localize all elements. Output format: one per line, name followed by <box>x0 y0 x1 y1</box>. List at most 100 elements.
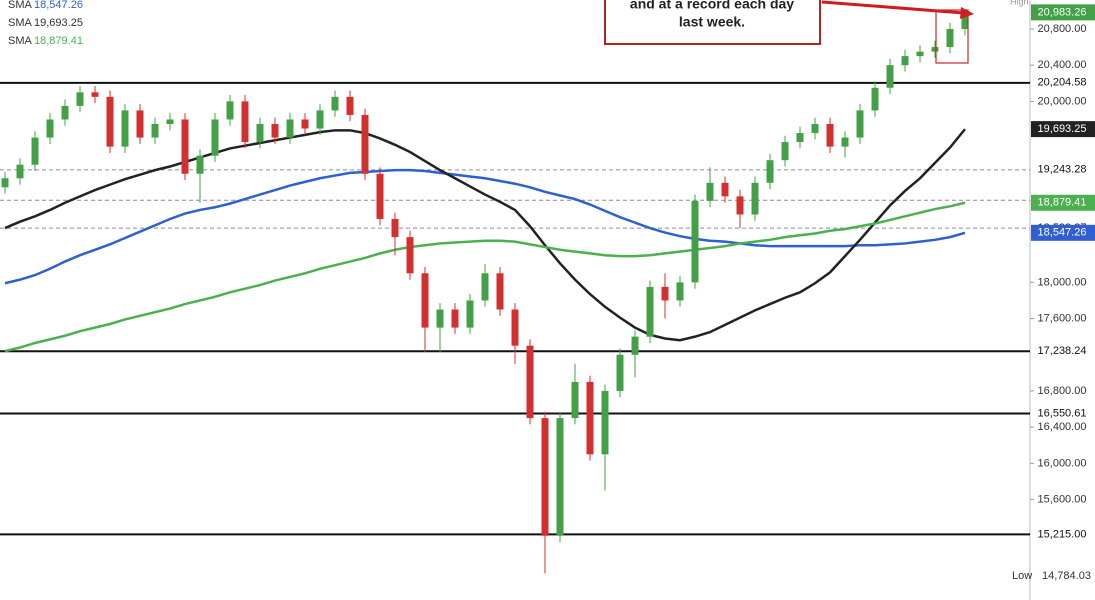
y-tick-label: 20,800.00 <box>1038 23 1087 35</box>
level-label-bg <box>1031 74 1095 91</box>
y-tick-label: 18,000.00 <box>1038 276 1087 288</box>
candle-body <box>511 309 519 346</box>
sma-price-label: 19,693.25 <box>1038 123 1087 135</box>
candle-body <box>856 110 864 138</box>
candle-body <box>151 123 159 138</box>
candle-body <box>331 96 339 111</box>
candle-body <box>946 28 954 48</box>
high-label: High <box>1010 0 1029 6</box>
sma-price-box <box>1031 194 1095 211</box>
highlight-box <box>935 9 969 64</box>
candle-body <box>691 200 699 283</box>
candle-body <box>721 182 729 197</box>
candle-body <box>826 123 834 147</box>
y-tick-label: 15,600.00 <box>1038 493 1087 505</box>
sma-line <box>4 168 966 285</box>
candle-body <box>121 110 129 147</box>
candle-body <box>571 381 579 419</box>
candle-body <box>871 87 879 111</box>
candle-body <box>661 286 669 301</box>
level-label: 20,204.58 <box>1038 77 1087 89</box>
candle-body <box>526 345 534 419</box>
candle-body <box>16 164 24 179</box>
last-price-box <box>1031 4 1095 21</box>
candle-body <box>301 119 309 129</box>
candle-body <box>736 196 744 215</box>
candle-body <box>751 182 759 215</box>
level-label-bg <box>1031 405 1095 422</box>
candle-body <box>916 51 924 57</box>
candle-body <box>601 390 609 455</box>
annotation-text: last week. <box>679 14 745 30</box>
candle-body <box>766 160 774 183</box>
level-label: 16,550.61 <box>1038 407 1087 419</box>
candle-body <box>781 142 789 161</box>
level-label: 19,243.28 <box>1038 164 1087 176</box>
candle-body <box>181 119 189 174</box>
candle-body <box>646 286 654 337</box>
candle-body <box>496 273 504 310</box>
candle-body <box>316 110 324 129</box>
level-label-bg <box>1031 161 1095 178</box>
legend-name: SMA <box>8 17 33 29</box>
candle-body <box>676 282 684 301</box>
legend-name: SMA <box>8 0 33 11</box>
candle-body <box>406 237 414 274</box>
candle-body <box>391 219 399 238</box>
candle-body <box>586 381 594 455</box>
candle-body <box>361 114 369 174</box>
candle-body <box>211 119 219 156</box>
level-label: 15,215.00 <box>1038 528 1087 540</box>
candle-body <box>616 354 624 391</box>
level-label-bg <box>1031 526 1095 543</box>
candle-body <box>271 123 279 138</box>
legend-value: 18,547.26 <box>34 0 83 11</box>
candle-body <box>931 47 939 52</box>
candle-body <box>901 56 909 66</box>
candle-body <box>556 418 564 536</box>
sma-line <box>4 201 966 353</box>
sma-price-box <box>1031 121 1095 138</box>
candle-body <box>241 101 249 143</box>
candle-body <box>166 119 174 124</box>
candle-body <box>46 119 54 138</box>
last-price-label: 20,983.26 <box>1038 6 1087 18</box>
candle-body <box>841 137 849 147</box>
candle-body <box>811 123 819 134</box>
y-tick-label: 17,600.00 <box>1038 312 1087 324</box>
level-label-bg <box>1031 343 1095 360</box>
low-label: Low <box>1012 570 1032 582</box>
candle-body <box>76 92 84 106</box>
candle-body <box>1 178 9 188</box>
candle-body <box>796 133 804 143</box>
candle-body <box>451 309 459 328</box>
candle-body <box>886 65 894 88</box>
y-tick-label: 16,400.00 <box>1038 421 1087 433</box>
sma-price-label: 18,879.41 <box>1038 197 1087 209</box>
candle-body <box>436 309 444 328</box>
annotation-text: and at a record each day <box>630 0 794 12</box>
annotation-box <box>604 0 821 45</box>
candle-body <box>286 119 294 138</box>
sma-price-box <box>1031 224 1095 241</box>
candle-body <box>421 273 429 328</box>
candle-body <box>61 105 69 120</box>
legend-value: 19,693.25 <box>34 17 83 29</box>
legend-value: 18,879.41 <box>34 35 83 47</box>
y-tick-label: 20,400.00 <box>1038 59 1087 71</box>
candle-body <box>91 92 99 97</box>
y-tick-label: 20,000.00 <box>1038 95 1087 107</box>
sma-line <box>4 128 966 342</box>
candle-body <box>106 96 114 147</box>
candle-body <box>31 137 39 165</box>
candle-body <box>196 155 204 174</box>
legend-name: SMA <box>8 35 33 47</box>
candle-body <box>541 418 549 536</box>
level-label: 17,238.24 <box>1038 345 1087 357</box>
candle-body <box>481 273 489 301</box>
candle-body <box>466 300 474 328</box>
y-tick-label: 16,000.00 <box>1038 457 1087 469</box>
sma-price-label: 18,547.26 <box>1038 227 1087 239</box>
candle-body <box>346 96 354 115</box>
